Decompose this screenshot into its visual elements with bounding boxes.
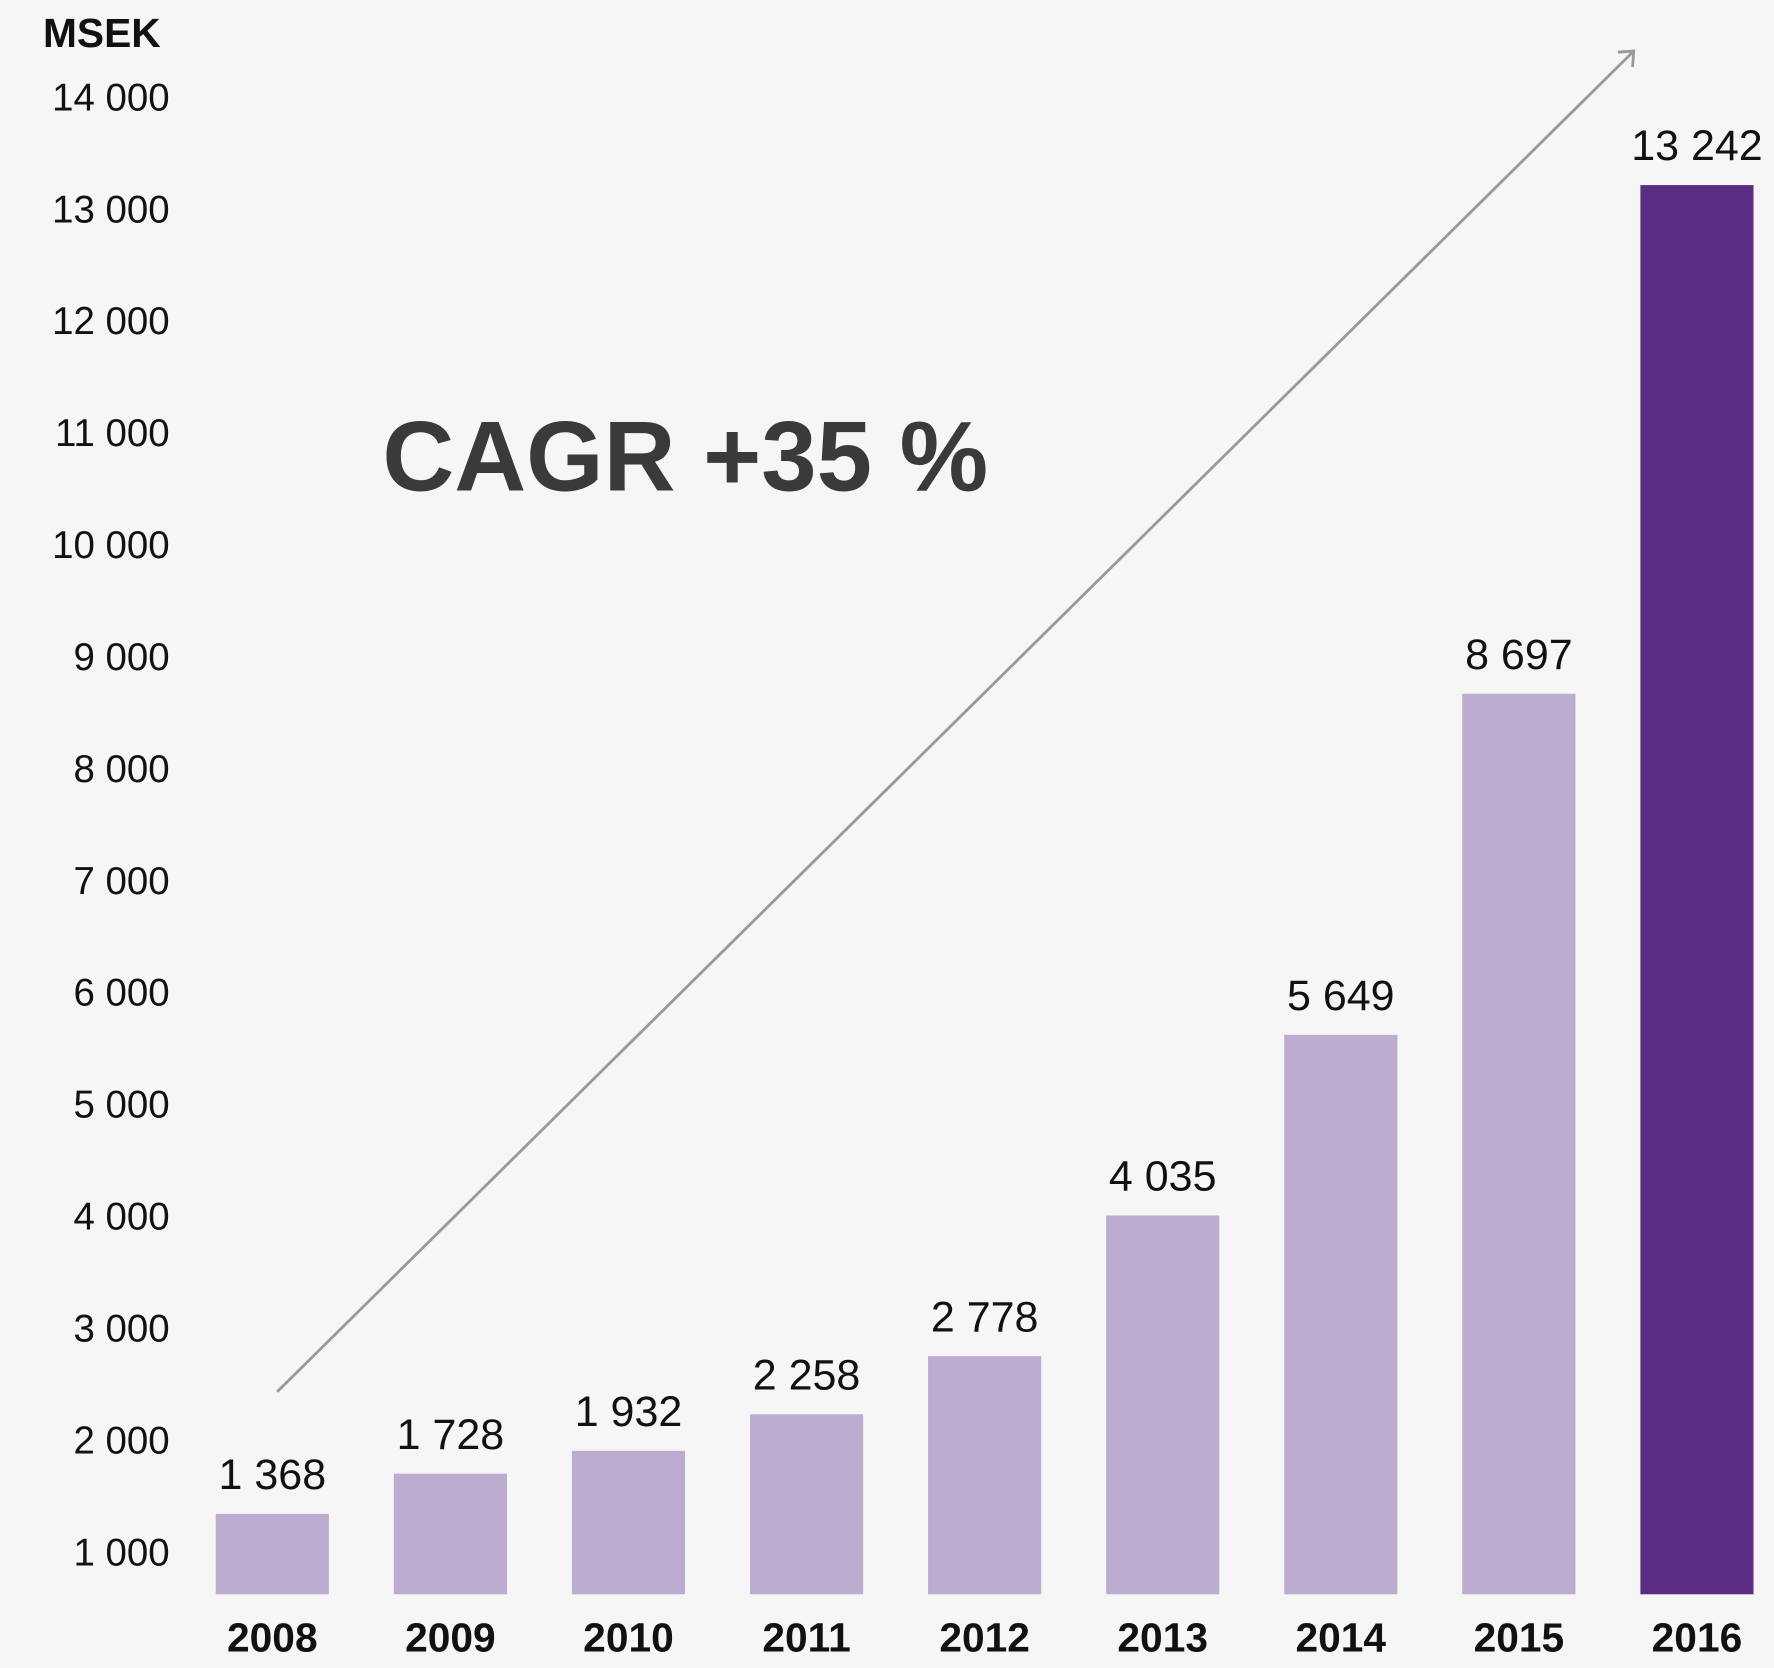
y-tick-label: 10 000 xyxy=(52,524,170,567)
x-tick-label: 2008 xyxy=(227,1614,318,1660)
bar xyxy=(1640,185,1754,1595)
y-tick-label: 8 000 xyxy=(73,748,169,791)
bar xyxy=(571,1450,686,1595)
cagr-annotation: CAGR +35 % xyxy=(382,401,988,512)
y-tick-label: 3 000 xyxy=(73,1307,169,1350)
x-tick-label: 2013 xyxy=(1117,1614,1208,1660)
y-tick-label: 5 000 xyxy=(73,1084,169,1127)
x-tick-label: 2010 xyxy=(583,1614,674,1660)
x-tick-label: 2012 xyxy=(939,1614,1030,1660)
bar xyxy=(1284,1034,1398,1595)
x-tick-label: 2015 xyxy=(1474,1614,1565,1660)
trend-arrowhead xyxy=(1617,49,1636,68)
y-tick-label: 14 000 xyxy=(52,76,170,119)
value-label: 2 778 xyxy=(931,1293,1039,1341)
bar xyxy=(393,1473,507,1595)
x-tick-label: 2011 xyxy=(762,1614,850,1660)
bar xyxy=(1462,693,1576,1595)
value-label: 4 035 xyxy=(1109,1153,1217,1201)
value-label: 1 728 xyxy=(397,1411,505,1459)
y-tick-label: 11 000 xyxy=(55,412,170,455)
bar xyxy=(749,1414,864,1595)
value-label: 13 242 xyxy=(1631,122,1762,170)
y-tick-label: 13 000 xyxy=(52,188,170,231)
y-tick-label: 4 000 xyxy=(73,1196,169,1239)
y-tick-label: 7 000 xyxy=(73,860,169,903)
y-tick-label: 6 000 xyxy=(73,972,169,1015)
trend-arrow xyxy=(276,50,1635,1393)
value-label: 5 649 xyxy=(1287,972,1395,1020)
y-tick-label: 9 000 xyxy=(73,636,169,679)
y-tick-label: 1 000 xyxy=(73,1531,169,1574)
x-tick-label: 2014 xyxy=(1295,1614,1386,1660)
value-label: 1 932 xyxy=(575,1388,683,1436)
y-tick-label: 2 000 xyxy=(73,1419,169,1462)
value-label: 1 368 xyxy=(219,1451,327,1499)
y-axis-label: MSEK xyxy=(43,10,161,56)
value-label: 8 697 xyxy=(1465,631,1573,679)
bar xyxy=(215,1513,329,1595)
bar xyxy=(1106,1215,1220,1595)
bar xyxy=(928,1356,1042,1595)
value-label: 2 258 xyxy=(753,1351,861,1399)
y-tick-label: 12 000 xyxy=(52,300,170,343)
x-tick-label: 2009 xyxy=(405,1614,496,1660)
x-tick-label: 2016 xyxy=(1652,1614,1743,1660)
